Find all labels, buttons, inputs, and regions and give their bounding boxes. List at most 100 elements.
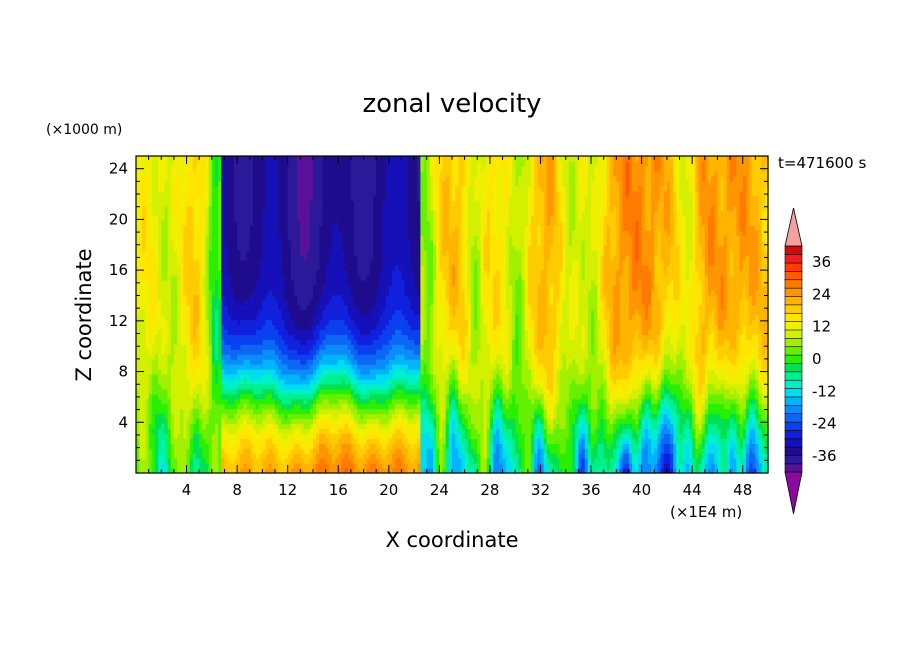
contour-cell [142, 289, 147, 296]
contour-cell [268, 428, 273, 434]
contour-cell [221, 433, 226, 439]
contour-cell [237, 190, 241, 197]
contour-cell [186, 255, 191, 261]
contour-cell [284, 220, 289, 226]
contour-cell [294, 408, 298, 415]
contour-cell [211, 443, 216, 449]
contour-cell [199, 364, 203, 370]
contour-cell [306, 274, 311, 281]
contour-cell [183, 195, 188, 202]
contour-cell [233, 383, 238, 390]
contour-cell [208, 269, 213, 276]
contour-cell [281, 383, 286, 390]
contour-cell [136, 324, 140, 330]
contour-cell [249, 210, 254, 217]
contour-cell [278, 428, 282, 434]
contour-cell [183, 309, 188, 316]
contour-cell [249, 245, 254, 251]
contour-cell [148, 453, 153, 459]
contour-cell [265, 364, 270, 370]
contour-cell [252, 334, 257, 340]
contour-cell [208, 289, 213, 296]
contour-cell [136, 359, 140, 365]
contour-cell [148, 294, 153, 301]
contour-cell [309, 383, 314, 390]
contour-cell [180, 393, 184, 400]
contour-cell [189, 339, 194, 345]
contour-cell [189, 388, 194, 395]
contour-cell [189, 175, 194, 182]
contour-cell [297, 220, 301, 226]
contour-cell [230, 463, 235, 469]
contour-cell [233, 289, 238, 296]
contour-cell [139, 334, 143, 340]
contour-cell [309, 393, 314, 400]
contour-cell [240, 245, 245, 251]
contour-cell [177, 245, 181, 251]
contour-cell [278, 368, 282, 375]
contour-cell [224, 453, 229, 459]
contour-cell [158, 235, 162, 241]
contour-cell [211, 185, 216, 192]
contour-cell [281, 230, 286, 236]
contour-cell [262, 190, 267, 197]
contour-cell [205, 160, 210, 167]
contour-cell [278, 378, 282, 385]
contour-cell [224, 458, 229, 464]
contour-cell [224, 279, 229, 286]
contour-cell [278, 468, 282, 474]
contour-cell [192, 309, 197, 316]
contour-cell [202, 309, 207, 316]
contour-cell [271, 378, 276, 385]
contour-cell [180, 319, 184, 325]
contour-cell [158, 443, 162, 449]
contour-cell [173, 443, 178, 449]
contour-cell [240, 284, 245, 291]
contour-cell [148, 319, 153, 325]
contour-cell [154, 250, 159, 256]
contour-cell [300, 393, 305, 400]
contour-cell [224, 403, 229, 410]
contour-cell [148, 210, 153, 217]
contour-cell [297, 354, 301, 360]
contour-cell [161, 230, 166, 236]
contour-cell [233, 284, 238, 291]
contour-cell [281, 210, 286, 217]
contour-cell [230, 359, 235, 365]
contour-cell [271, 428, 276, 434]
contour-cell [294, 373, 298, 380]
contour-cell [297, 468, 301, 474]
contour-cell [290, 433, 295, 439]
contour-cell [268, 368, 273, 375]
contour-cell [167, 205, 172, 212]
contour-cell [192, 428, 197, 434]
contour-cell [177, 418, 181, 425]
contour-cell [240, 220, 245, 226]
contour-cell [297, 448, 301, 454]
contour-cell [224, 448, 229, 454]
contour-cell [281, 458, 286, 464]
contour-cell [224, 205, 229, 212]
contour-cell [300, 190, 305, 197]
contour-cell [224, 225, 229, 231]
contour-cell [136, 383, 140, 390]
contour-cell [256, 334, 260, 340]
contour-cell [306, 324, 311, 330]
contour-cell [306, 403, 311, 410]
contour-cell [199, 309, 203, 316]
contour-cell [262, 349, 267, 355]
contour-cell [256, 220, 260, 226]
contour-cell [189, 156, 194, 162]
contour-cell [221, 235, 226, 241]
contour-cell [287, 433, 292, 439]
contour-cell [154, 413, 159, 420]
contour-cell [275, 453, 279, 459]
contour-cell [170, 408, 175, 415]
contour-cell [252, 175, 257, 182]
contour-cell [294, 269, 298, 276]
contour-cell [268, 160, 273, 167]
contour-cell [136, 334, 140, 340]
contour-cell [243, 463, 248, 469]
contour-cell [268, 284, 273, 291]
contour-cell [189, 324, 194, 330]
